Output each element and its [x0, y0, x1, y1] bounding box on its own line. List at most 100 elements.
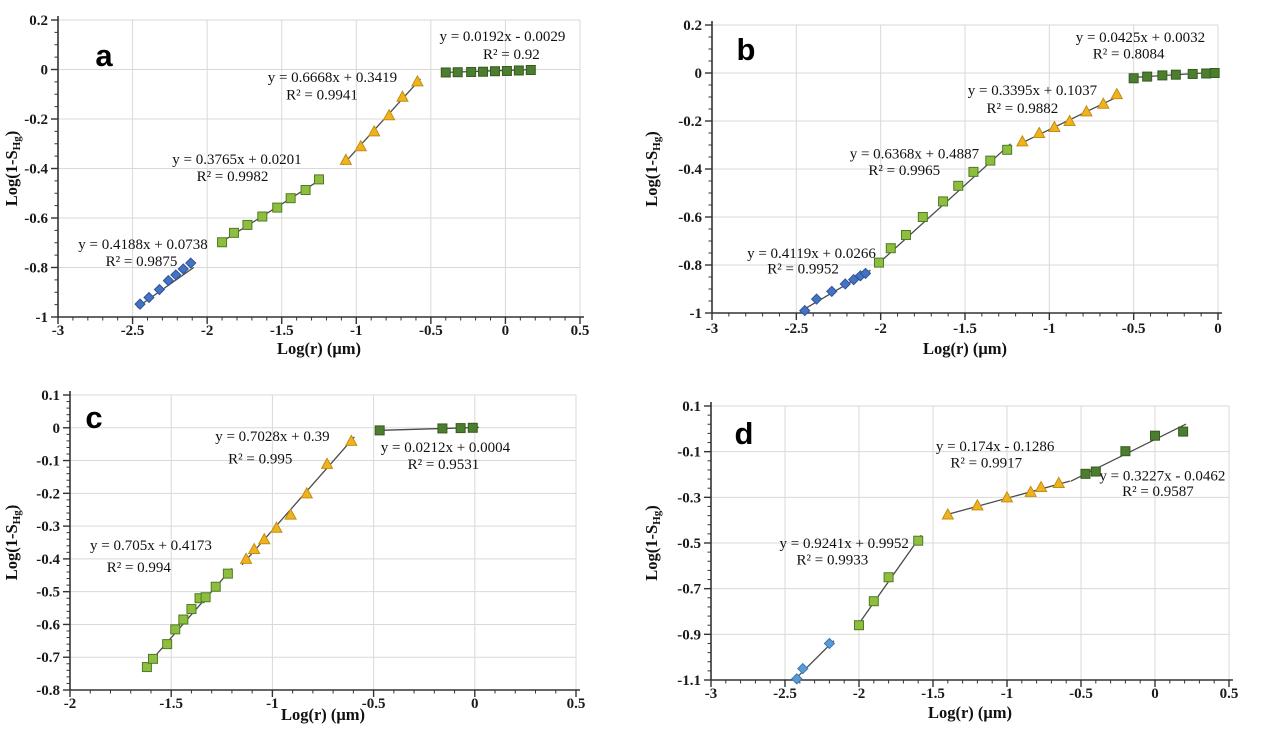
data-point-diamond: [810, 293, 823, 305]
equation-label: y = 0.4119x + 0.0266: [747, 246, 876, 262]
x-tick-label: 0.5: [567, 696, 586, 712]
equation-label: y = 0.0425x + 0.0032: [1076, 30, 1205, 46]
trend-line-segment-1-blue-diamonds: [136, 266, 195, 308]
data-point-square: [300, 185, 311, 196]
y-axis-title: Log(1-SHg): [642, 505, 663, 580]
data-point-triangle: [971, 498, 984, 511]
data-point-square: [228, 227, 239, 238]
data-point-diamond: [134, 298, 146, 310]
r-squared-label: R² = 0.9941: [286, 87, 358, 103]
y-tick-label: -0.2: [678, 114, 702, 130]
y-tick-label: 0.2: [683, 18, 702, 34]
y-tick-label: 0: [41, 63, 49, 79]
equation-label: y = 0.705x + 0.4173: [90, 538, 212, 554]
data-point-square: [1080, 468, 1091, 479]
data-point-square: [1150, 430, 1160, 441]
y-tick-label: -0.6: [678, 210, 702, 226]
panel-d-chart: -3 -2.5 -2 -1.5 -1 -0.5 0 0.5 0.1 -0.1 -0.3 -0.5 -0.…: [642, 399, 1239, 722]
y-tick-label: -0.3: [677, 490, 701, 506]
data-point-square: [1209, 68, 1220, 78]
data-point-square: [501, 65, 512, 76]
panel-b: -3 -2.5 -2 -1.5 -1 -0.5 0 0.2 0 -0.2 -0.4 -0.6 -0.8 -…: [640, 0, 1281, 367]
x-tick-label: -1.5: [159, 696, 183, 712]
panel-a-chart: -3 -2.5 -2 -1.5 -1 -0.5 0 0.5 0.2 0 -0.2 -0.4 -0.6 -0…: [2, 13, 590, 358]
equation-label: y = 0.0192x - 0.0029: [439, 29, 565, 45]
data-point-square: [1002, 144, 1013, 155]
data-point-diamond: [791, 673, 803, 685]
y-tick-label: 0.1: [41, 388, 60, 404]
y-tick-label: -0.8: [678, 258, 702, 274]
data-point-triangle: [1034, 480, 1048, 493]
data-point-square: [314, 174, 324, 185]
trend-line-segment-1-blue-diamonds: [793, 640, 835, 681]
equation-label: y = 0.3227x - 0.0462: [1099, 469, 1225, 485]
data-point-diamond: [143, 291, 155, 304]
data-point-square: [1187, 68, 1198, 79]
y-tick-label: -0.9: [677, 627, 701, 643]
panel-a: -3 -2.5 -2 -1.5 -1 -0.5 0 0.5 0.2 0 -0.2 -0.4 -0.6 -0…: [0, 0, 640, 367]
data-point-square: [467, 422, 478, 433]
x-axis-title: Log(r) (μm): [277, 339, 361, 358]
r-squared-label: R² = 0.994: [107, 560, 172, 576]
data-point-square: [1128, 73, 1139, 84]
data-point-diamond: [859, 267, 872, 280]
data-point-triangle: [1016, 134, 1029, 147]
r-squared-label: R² = 0.9882: [986, 101, 1058, 117]
x-tick-label: -1.5: [921, 686, 945, 702]
data-point-square: [913, 535, 924, 546]
data-point-square: [466, 66, 477, 77]
r-squared-label: R² = 0.9875: [106, 254, 178, 270]
r-squared-label: R² = 0.9531: [408, 457, 480, 473]
data-point-square: [242, 219, 253, 230]
data-point-square: [141, 662, 152, 673]
data-point-square: [222, 568, 233, 579]
r-squared-label: R² = 0.9917: [950, 456, 1022, 472]
x-axis-title: Log(r) (μm): [928, 703, 1012, 722]
data-point-triangle: [300, 486, 314, 499]
y-tick-label: -1: [36, 310, 49, 326]
data-point-square: [452, 67, 463, 78]
data-point-triangle: [1048, 120, 1061, 132]
data-point-triangle: [344, 434, 358, 446]
x-tick-label: 0: [502, 323, 510, 339]
data-point-diamond: [185, 257, 197, 269]
data-point-square: [883, 572, 894, 583]
data-point-square: [513, 65, 524, 76]
x-tick-label: -3: [705, 686, 718, 702]
y-tick-label: 0: [53, 421, 61, 437]
r-squared-label: R² = 0.9587: [1122, 484, 1194, 500]
x-tick-label: 0.5: [571, 323, 590, 339]
y-tick-label: -0.2: [24, 112, 48, 128]
data-point-triangle: [247, 542, 261, 555]
x-tick-label: 0: [1151, 686, 1159, 702]
x-tick-label: -3: [706, 321, 719, 337]
y-tick-label: -0.8: [24, 261, 48, 277]
x-tick-label: -1: [1043, 321, 1056, 337]
data-point-square: [1120, 446, 1131, 457]
data-point-square: [854, 620, 864, 631]
equation-label: y = 0.9241x + 0.9952: [779, 536, 908, 552]
data-point-triangle: [1052, 476, 1066, 488]
data-point-square: [178, 614, 189, 625]
x-tick-label: 0.5: [1220, 686, 1239, 702]
y-tick-label: -1: [690, 306, 703, 322]
data-point-diamond: [839, 278, 851, 290]
x-tick-label: -1.5: [953, 321, 977, 337]
x-tick-label: -2.5: [773, 686, 797, 702]
data-point-triangle: [239, 552, 253, 564]
y-tick-label: 0.1: [682, 399, 701, 415]
panel-letter: a: [95, 38, 113, 73]
y-tick-label: -0.8: [36, 683, 60, 699]
y-axis-title: Log(1-SHg): [2, 131, 23, 206]
data-point-triangle: [396, 90, 409, 102]
data-point-square: [900, 230, 911, 240]
data-point-triangle: [257, 532, 271, 545]
y-axis-title: Log(1-SHg): [2, 505, 23, 580]
r-squared-label: R² = 0.9982: [197, 169, 269, 185]
data-point-square: [217, 237, 228, 248]
r-squared-label: R² = 0.9965: [868, 163, 940, 179]
data-point-diamond: [823, 637, 836, 650]
data-point-square: [985, 155, 996, 166]
x-tick-label: 0: [471, 696, 479, 712]
